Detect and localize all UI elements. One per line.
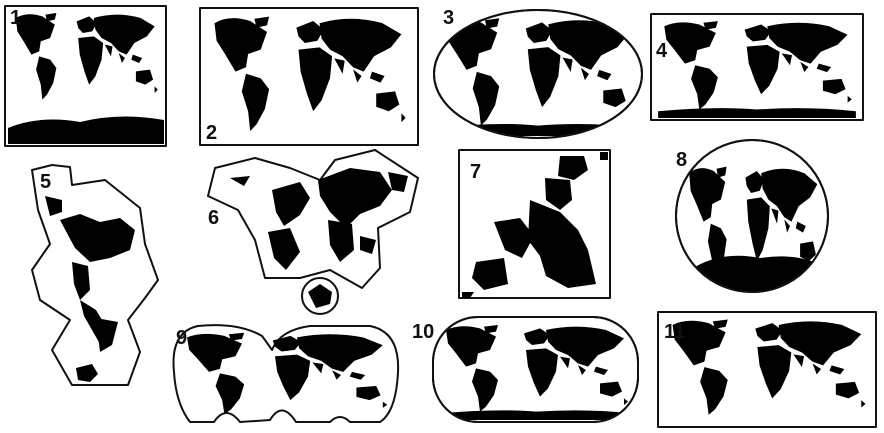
map-4: 4 xyxy=(650,13,864,121)
map-label: 4 xyxy=(656,40,668,62)
map-9: 9 xyxy=(172,324,400,423)
map-6: 6 xyxy=(207,149,419,315)
map-label: 11 xyxy=(664,321,685,343)
map-label: 5 xyxy=(40,171,51,193)
map-label: 3 xyxy=(443,7,454,29)
map-11: 11 xyxy=(657,311,877,428)
map-label: 1 xyxy=(10,7,21,29)
map-label: 8 xyxy=(676,149,687,171)
map-8: 8 xyxy=(675,139,829,293)
map-3: 3 xyxy=(433,7,643,139)
map-label: 7 xyxy=(470,161,481,183)
map-1: 1 xyxy=(4,5,167,147)
map-label: 10 xyxy=(412,321,434,343)
map-10: 10 xyxy=(412,316,639,423)
map-2: 2 xyxy=(199,7,419,146)
map-7: 7 xyxy=(458,149,611,299)
map-5: 5 xyxy=(31,164,159,386)
map-label: 2 xyxy=(206,122,217,144)
map-label: 9 xyxy=(176,327,187,349)
map-label: 6 xyxy=(208,207,219,229)
